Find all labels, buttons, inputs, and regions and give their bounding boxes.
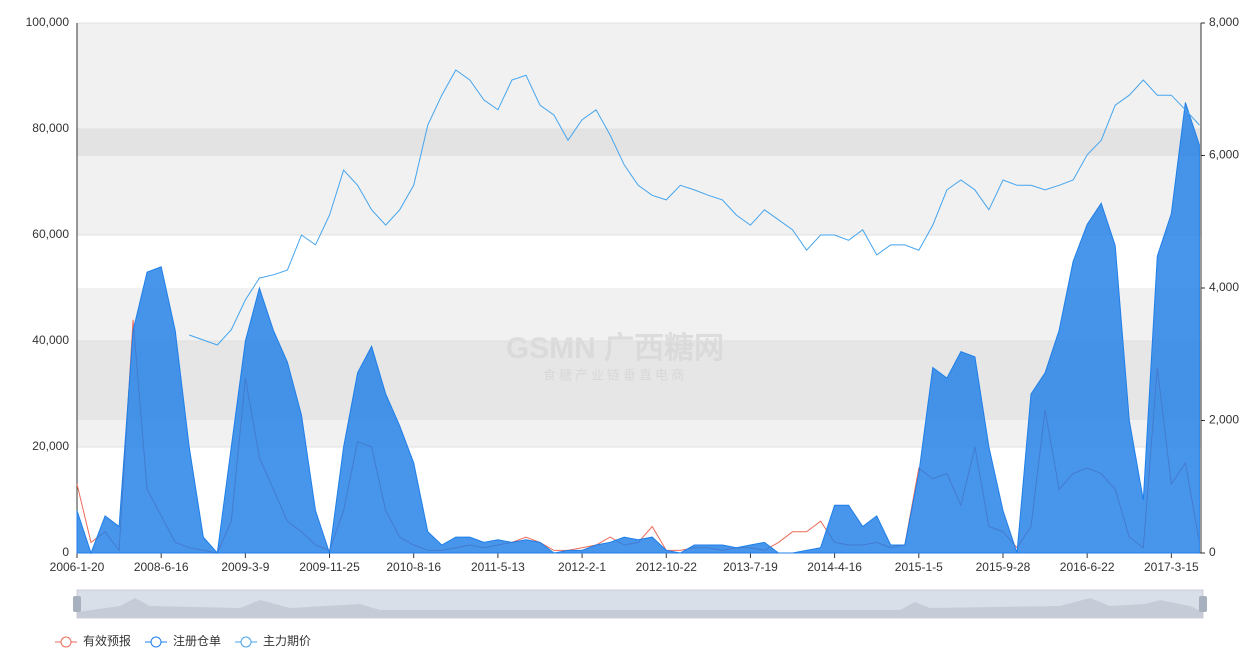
plot: [76, 69, 1200, 555]
x-tick-label: 2011-5-13: [471, 560, 525, 574]
legend-label[interactable]: 主力期价: [263, 634, 311, 648]
x-tick-label: 2012-10-22: [636, 560, 698, 574]
x-tick-label: 2016-6-22: [1060, 560, 1115, 574]
line: [189, 69, 1200, 346]
y2-tick-label: 8,000: [1209, 15, 1239, 29]
y-tick-label: 20,000: [32, 439, 69, 453]
zoom-handle[interactable]: [73, 596, 81, 612]
x-tick-label: 2015-9-28: [976, 560, 1031, 574]
y2-tick-label: 4,000: [1209, 280, 1239, 294]
legend-icon: [240, 636, 252, 648]
watermark-subtitle: 食糖产业链垂直电商: [543, 367, 687, 382]
legend: 有效预报 注册仓单 主力期价: [55, 633, 311, 648]
x-tick-label: 2015-1-5: [895, 560, 943, 574]
x-tick-label: 2014-4-16: [807, 560, 862, 574]
y2-tick-label: 0: [1209, 545, 1216, 559]
y-tick-label: 100,000: [26, 15, 70, 29]
watermark-title: GSMN 广西糖网: [506, 332, 724, 365]
x-tick-label: 2012-2-1: [558, 560, 606, 574]
x-tick-label: 2013-7-19: [723, 560, 778, 574]
data-zoom[interactable]: [73, 589, 1207, 619]
legend-icon: [150, 636, 162, 648]
y2-tick-label: 2,000: [1209, 413, 1239, 427]
x-tick-label: 2008-6-16: [134, 560, 189, 574]
zoom-handle[interactable]: [1199, 596, 1207, 612]
x-tick-label: 2009-3-9: [221, 560, 269, 574]
y-tick-label: 0: [62, 545, 69, 559]
area: [76, 102, 1200, 555]
y-tick-label: 80,000: [32, 121, 69, 135]
legend-label[interactable]: 有效预报: [83, 633, 131, 648]
y-tick-label: 40,000: [32, 333, 69, 347]
x-tick-label: 2017-3-15: [1144, 560, 1199, 574]
x-tick-label: 2006-1-20: [50, 560, 105, 574]
y2-tick-label: 6,000: [1209, 148, 1239, 162]
legend-icon: [60, 636, 72, 648]
legend-label[interactable]: 注册仓单: [173, 633, 221, 648]
y-tick-label: 60,000: [32, 227, 69, 241]
x-tick-label: 2009-11-25: [299, 560, 360, 574]
x-tick-label: 2010-8-16: [386, 560, 441, 574]
